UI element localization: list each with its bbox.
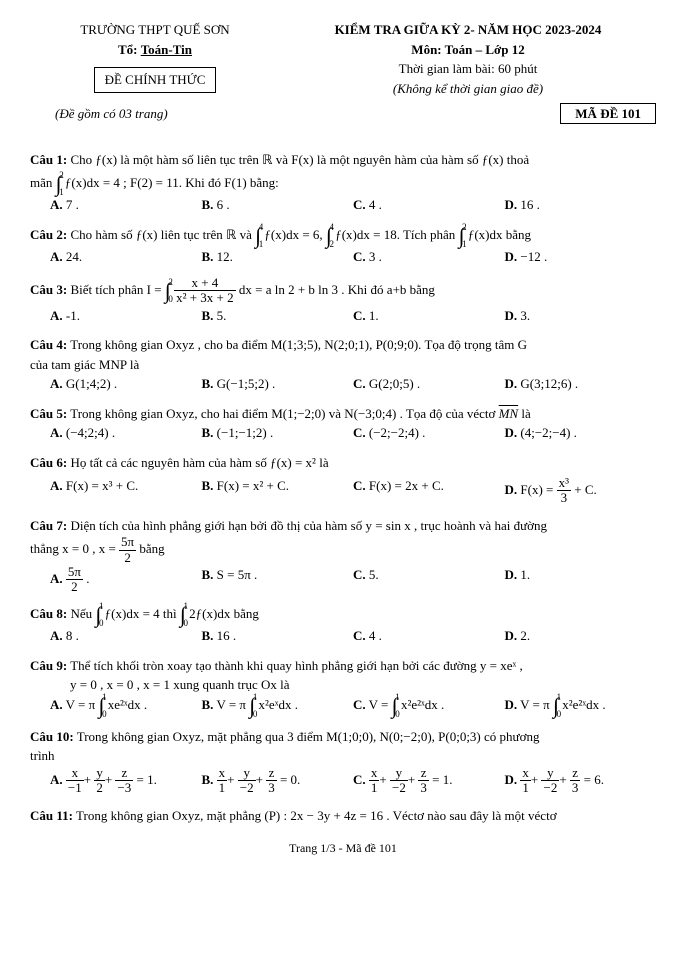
school-name: TRƯỜNG THPT QUẾ SƠN: [30, 20, 280, 40]
question-4: Câu 4: Trong không gian Oxyz , cho ba đi…: [30, 335, 656, 394]
subject: Môn: Toán – Lớp 12: [280, 40, 656, 60]
time-note: (Không kể thời gian giao đề): [280, 79, 656, 99]
question-3: Câu 3: Biết tích phân I = 2∫0 x + 4x² + …: [30, 276, 656, 325]
page-count: (Đề gồm có 03 trang): [30, 104, 168, 124]
question-8: Câu 8: Nếu 1∫0 ƒ(x)dx = 4 thì 1∫0 2ƒ(x)d…: [30, 604, 656, 646]
question-7: Câu 7: Diện tích của hình phẳng giới hạn…: [30, 516, 656, 595]
question-10: Câu 10: Trong không gian Oxyz, mặt phẳng…: [30, 727, 656, 796]
header-row2: (Đề gồm có 03 trang) MÃ ĐỀ 101: [30, 104, 656, 124]
options: A. 7 . B. 6 . C. 4 . D. 16 .: [30, 195, 656, 215]
page-footer: Trang 1/3 - Mã đề 101: [30, 839, 656, 857]
question-5: Câu 5: Trong không gian Oxyz, cho hai đi…: [30, 404, 656, 443]
time: Thời gian làm bài: 60 phút: [280, 59, 656, 79]
header: TRƯỜNG THPT QUẾ SƠN Tổ: Toán-Tin ĐỀ CHÍN…: [30, 20, 656, 98]
header-right: KIỂM TRA GIỮA KỲ 2- NĂM HỌC 2023-2024 Mô…: [280, 20, 656, 98]
question-1: Câu 1: Cho ƒ(x) là một hàm số liên tục t…: [30, 150, 656, 215]
question-9: Câu 9: Thể tích khối tròn xoay tạo thành…: [30, 656, 656, 717]
question-2: Câu 2: Cho hàm số ƒ(x) liên tục trên ℝ v…: [30, 225, 656, 267]
exam-title: KIỂM TRA GIỮA KỲ 2- NĂM HỌC 2023-2024: [280, 20, 656, 40]
question-6: Câu 6: Họ tất cả các nguyên hàm của hàm …: [30, 453, 656, 506]
exam-code: MÃ ĐỀ 101: [560, 104, 656, 124]
dept: Tổ: Toán-Tin: [30, 40, 280, 60]
question-11: Câu 11: Trong không gian Oxyz, mặt phẳng…: [30, 806, 656, 826]
header-left: TRƯỜNG THPT QUẾ SƠN Tổ: Toán-Tin ĐỀ CHÍN…: [30, 20, 280, 98]
integral: 2∫1: [56, 173, 62, 195]
official-box: ĐỀ CHÍNH THỨC: [30, 67, 280, 93]
